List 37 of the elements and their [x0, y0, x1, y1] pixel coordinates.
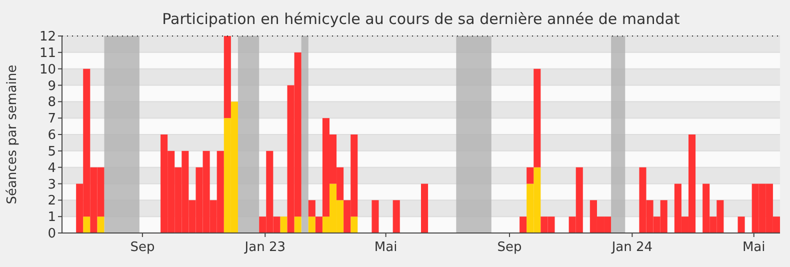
x-tick-label: Sep	[497, 240, 522, 255]
bar	[315, 216, 322, 233]
x-tick-label: Jan 23	[244, 240, 286, 255]
y-tick-label: 0	[48, 226, 56, 242]
y-tick-label: 4	[48, 160, 56, 176]
bar	[526, 167, 534, 184]
bar	[97, 216, 104, 233]
bar	[350, 216, 358, 233]
y-tick-label: 7	[48, 112, 56, 127]
bar	[372, 200, 379, 233]
bar	[421, 184, 428, 233]
bar	[392, 200, 400, 233]
bar	[280, 216, 288, 233]
bar	[294, 216, 302, 233]
bar	[520, 216, 527, 233]
y-tick-label: 10	[39, 62, 56, 78]
y-tick-label: 12	[39, 30, 56, 45]
y-tick-label: 9	[48, 78, 56, 94]
bar	[308, 200, 316, 217]
x-tick-label: Sep	[130, 240, 155, 255]
x-tick-label: Mai	[374, 240, 398, 255]
y-tick-label: 2	[48, 194, 56, 209]
bar	[83, 216, 90, 233]
y-tick-label: 8	[48, 95, 56, 110]
y-axis-title: Séances par semaine	[5, 64, 20, 204]
bar	[534, 68, 541, 168]
y-tick-label: 5	[48, 144, 56, 160]
x-tick-label: Jan 24	[610, 240, 653, 255]
x-tick-label: Mai	[742, 240, 766, 255]
bar	[738, 216, 745, 233]
y-tick-label: 11	[39, 46, 56, 61]
chart-title: Participation en hémicycle au cours de sa dernière année de mandat	[162, 10, 680, 28]
y-tick-label: 6	[48, 128, 56, 144]
bar	[224, 36, 231, 118]
y-tick-label: 1	[48, 210, 56, 226]
y-tick-label: 3	[48, 177, 56, 192]
bar	[308, 216, 316, 233]
